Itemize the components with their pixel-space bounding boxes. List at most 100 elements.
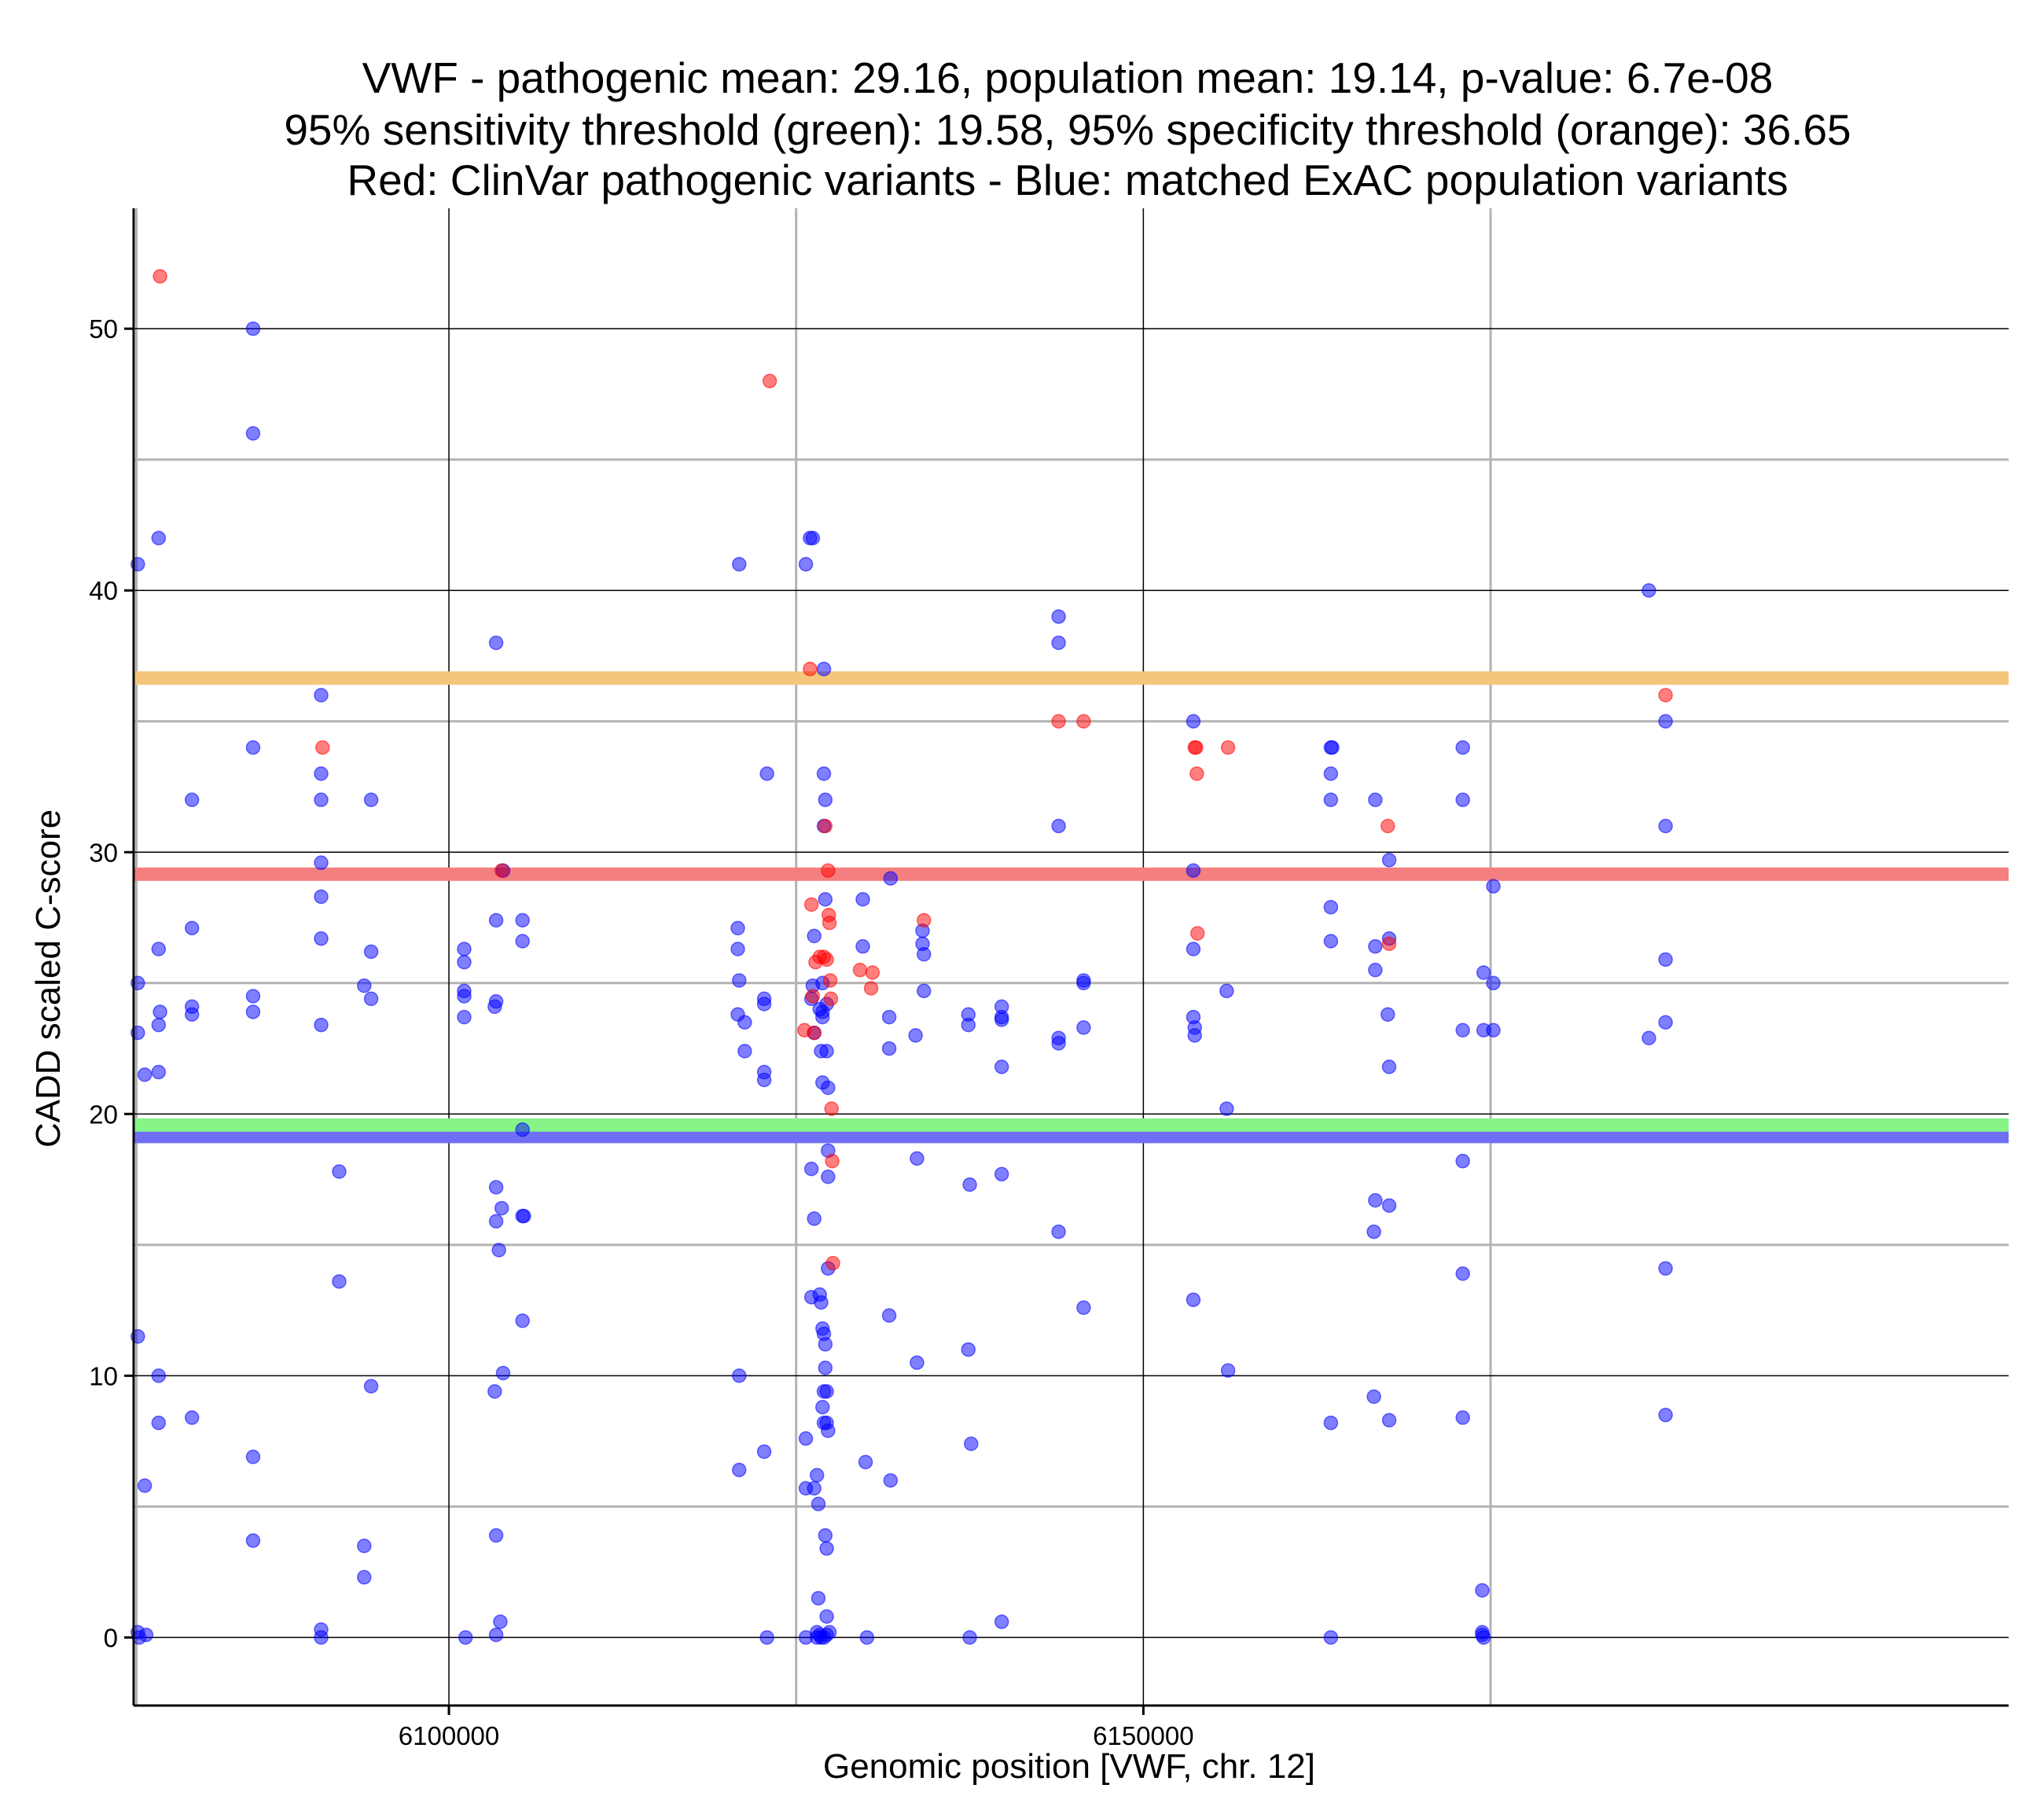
data-point [1475,1583,1490,1598]
data-point [457,954,472,970]
data-point [730,920,745,936]
data-point [962,1177,977,1192]
data-point [363,991,379,1007]
data-point [812,1001,827,1017]
y-axis-label: CADD scaled C-score [29,810,68,1148]
title-line-3: Red: ClinVar pathogenic variants - Blue:… [347,156,1788,204]
data-point [1189,740,1204,755]
data-point [883,871,899,886]
data-point [515,1313,530,1328]
data-point [822,1625,837,1640]
data-point [910,1355,925,1370]
data-point [863,981,879,996]
data-point [245,426,261,441]
data-point [994,1614,1009,1629]
data-point [488,1214,504,1229]
data-point [908,1028,923,1043]
data-point [964,1436,979,1452]
data-point [314,1630,329,1645]
data-point [994,1166,1009,1182]
data-point [1219,983,1234,999]
data-point [1323,899,1339,915]
data-point [314,889,329,905]
data-point [357,1570,372,1585]
data-point [457,942,472,957]
data-point [184,792,200,807]
data-point [822,915,837,931]
data-point [732,1368,747,1383]
chart-title: VWF - pathogenic mean: 29.16, population… [284,53,1851,204]
data-point [1076,1020,1091,1035]
data-point [1368,962,1383,978]
data-point [881,1308,897,1324]
data-point [1658,1408,1673,1423]
data-point [151,942,167,957]
data-point [245,321,261,336]
data-point [1641,582,1656,598]
data-point [737,1044,752,1059]
data-point [332,1274,347,1289]
data-point [732,973,747,988]
data-point [822,973,838,988]
data-point [756,1444,772,1460]
data-point [1051,609,1066,624]
data-point [916,946,932,962]
data-point [962,1630,977,1645]
data-point [814,1294,829,1310]
data-point [821,1170,836,1184]
data-point [1658,1261,1673,1276]
data-point [363,944,379,960]
reference-lines [134,671,2009,1144]
data-point [1187,1028,1202,1043]
data-point [859,1630,875,1645]
data-point [1486,879,1501,894]
data-point [1658,1015,1673,1030]
data-point [1325,740,1340,755]
data-point [816,766,832,781]
minor-gridlines [134,208,2009,1706]
data-point [515,913,530,928]
data-point [916,913,932,928]
x-axis-label: Genomic position [VWF, chr. 12] [823,1747,1315,1786]
data-point [488,1180,504,1195]
data-point [1323,934,1339,949]
data-point [825,1154,840,1169]
data-point [1455,1023,1470,1038]
data-point [1323,1416,1339,1430]
data-point [488,635,504,651]
data-point [852,962,868,978]
title-line-1: VWF - pathogenic mean: 29.16, population… [362,53,1774,102]
data-point [151,531,167,545]
data-point [151,1416,167,1430]
data-point [1051,635,1066,651]
data-point [819,1609,834,1625]
data-point [457,989,472,1004]
data-point [759,1630,774,1645]
data-point [184,1410,200,1425]
data-point [824,1101,839,1116]
data-point [151,1064,167,1080]
axes [132,208,2009,1707]
data-point [730,942,745,957]
data-point [1658,714,1673,729]
data-point [1219,1101,1234,1116]
data-point [807,1025,822,1041]
data-point [1368,938,1383,954]
data-point [314,688,329,703]
data-point [314,766,329,781]
data-point [805,989,821,1004]
y-tick-label: 40 [89,576,118,605]
title-line-2: 95% sensitivity threshold (green): 19.58… [284,105,1851,154]
data-point [881,1009,897,1025]
data-point [245,989,261,1004]
data-point [1658,688,1673,703]
data-point [493,1614,508,1629]
data-point [1366,1389,1381,1405]
data-point [811,1591,826,1606]
data-point [245,1004,261,1019]
data-point [798,556,814,572]
data-point [491,1243,506,1258]
data-point [855,938,870,954]
data-point [314,855,329,870]
data-point [807,1481,822,1496]
